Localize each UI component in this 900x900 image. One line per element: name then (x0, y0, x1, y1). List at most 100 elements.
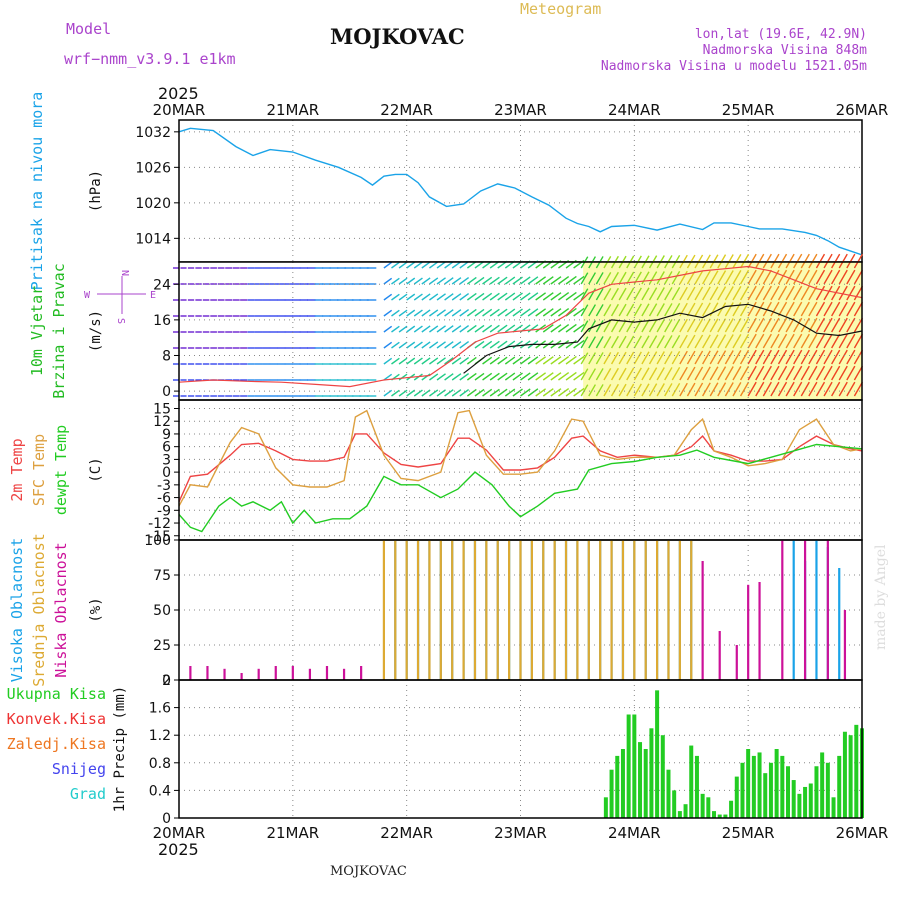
wind-vector (648, 367, 658, 381)
wind-vector (406, 341, 416, 349)
wind-vector (633, 383, 642, 397)
wind-vector (846, 269, 856, 285)
bar (462, 540, 465, 680)
wind-vector (694, 270, 704, 285)
wind-vector (671, 270, 681, 285)
wind-vector (504, 276, 516, 285)
bar (781, 540, 784, 680)
wind-vector (656, 335, 665, 349)
wind-vector (694, 382, 704, 397)
bar (786, 766, 791, 818)
series-line (178, 409, 863, 507)
x-tick-label-bottom: 23MAR (494, 824, 547, 842)
wind-vector (383, 325, 393, 333)
wind-vector (785, 365, 795, 381)
bar (718, 631, 721, 680)
wind-vector (732, 350, 742, 365)
wind-vector (686, 302, 696, 317)
wind-vector (550, 308, 562, 317)
bar (587, 540, 590, 680)
wind-vector (762, 365, 772, 381)
wind-vector (618, 383, 627, 397)
wind-vector (831, 349, 841, 365)
wind-vector (535, 388, 547, 397)
wind-vector (679, 318, 688, 333)
wind-vector (694, 366, 704, 381)
wind-vector (709, 366, 719, 381)
bar (774, 749, 779, 818)
wind-vector (808, 349, 818, 365)
wind-vector (656, 271, 665, 285)
wind-vector (489, 308, 500, 317)
wind-vector (588, 384, 597, 397)
wind-vector (413, 325, 423, 333)
wind-vector (823, 301, 833, 317)
wind-vector (512, 308, 523, 317)
bar (638, 742, 643, 818)
bar (803, 786, 808, 818)
wind-vector (641, 319, 650, 333)
wind-vector (815, 253, 826, 269)
wind-vector (641, 351, 650, 365)
wind-vector (724, 270, 734, 285)
wind-vector (724, 350, 734, 365)
y-tick-label: -3 (157, 478, 171, 494)
bar (837, 755, 842, 818)
wind-vector (618, 287, 627, 301)
wind-vector (664, 367, 673, 381)
wind-vector (618, 303, 627, 317)
wind-vector (709, 334, 719, 349)
wind-vector (595, 384, 604, 397)
wind-vector (717, 334, 727, 349)
y-axis-label: 10m Vjetar (28, 286, 46, 376)
wind-vector (474, 372, 485, 381)
wind-vector (550, 372, 562, 381)
wind-vector (558, 355, 570, 365)
wind-vector (838, 253, 848, 269)
wind-vector (444, 373, 454, 381)
wind-vector (413, 277, 423, 285)
bar (803, 540, 807, 680)
wind-vector (793, 285, 803, 301)
bar (815, 540, 818, 680)
wind-vector (800, 301, 810, 317)
wind-vector (588, 272, 597, 285)
compass-w: W (84, 290, 91, 301)
wind-vector (800, 333, 810, 349)
wind-vector (542, 356, 554, 365)
wind-vector (383, 277, 393, 285)
wind-vector (793, 381, 803, 397)
wind-vector (444, 293, 454, 301)
y-tick-label: 1020 (135, 196, 171, 212)
bar (519, 540, 522, 680)
wind-vector (671, 334, 681, 349)
x-tick-label-bottom: 26MAR (836, 824, 889, 842)
bar (712, 811, 717, 818)
wind-vector (542, 276, 554, 285)
wind-vector (565, 291, 577, 301)
wind-vector (702, 366, 711, 381)
wind-vector (497, 276, 508, 285)
wind-vector (762, 285, 772, 301)
wind-vector (815, 269, 826, 285)
wind-vector (808, 253, 818, 269)
wind-vector (618, 319, 627, 333)
wind-vector (762, 317, 772, 333)
wind-vector (770, 333, 780, 349)
wind-vector (482, 292, 493, 301)
wind-vector (641, 287, 650, 301)
wind-vector (815, 381, 826, 397)
wind-vector (831, 333, 841, 349)
wind-vector (542, 308, 554, 317)
wind-vector (664, 303, 673, 317)
wind-vector (512, 276, 523, 285)
wind-vector (406, 309, 416, 317)
y-axis-label: Pritisak na nivou mora (28, 92, 46, 291)
wind-vector (709, 382, 719, 397)
wind-vector (770, 349, 780, 365)
y-tick-label: 0 (162, 384, 171, 400)
wind-vector (664, 319, 673, 333)
wind-vector (641, 335, 650, 349)
wind-vector (610, 351, 619, 365)
wind-vector (451, 357, 462, 365)
